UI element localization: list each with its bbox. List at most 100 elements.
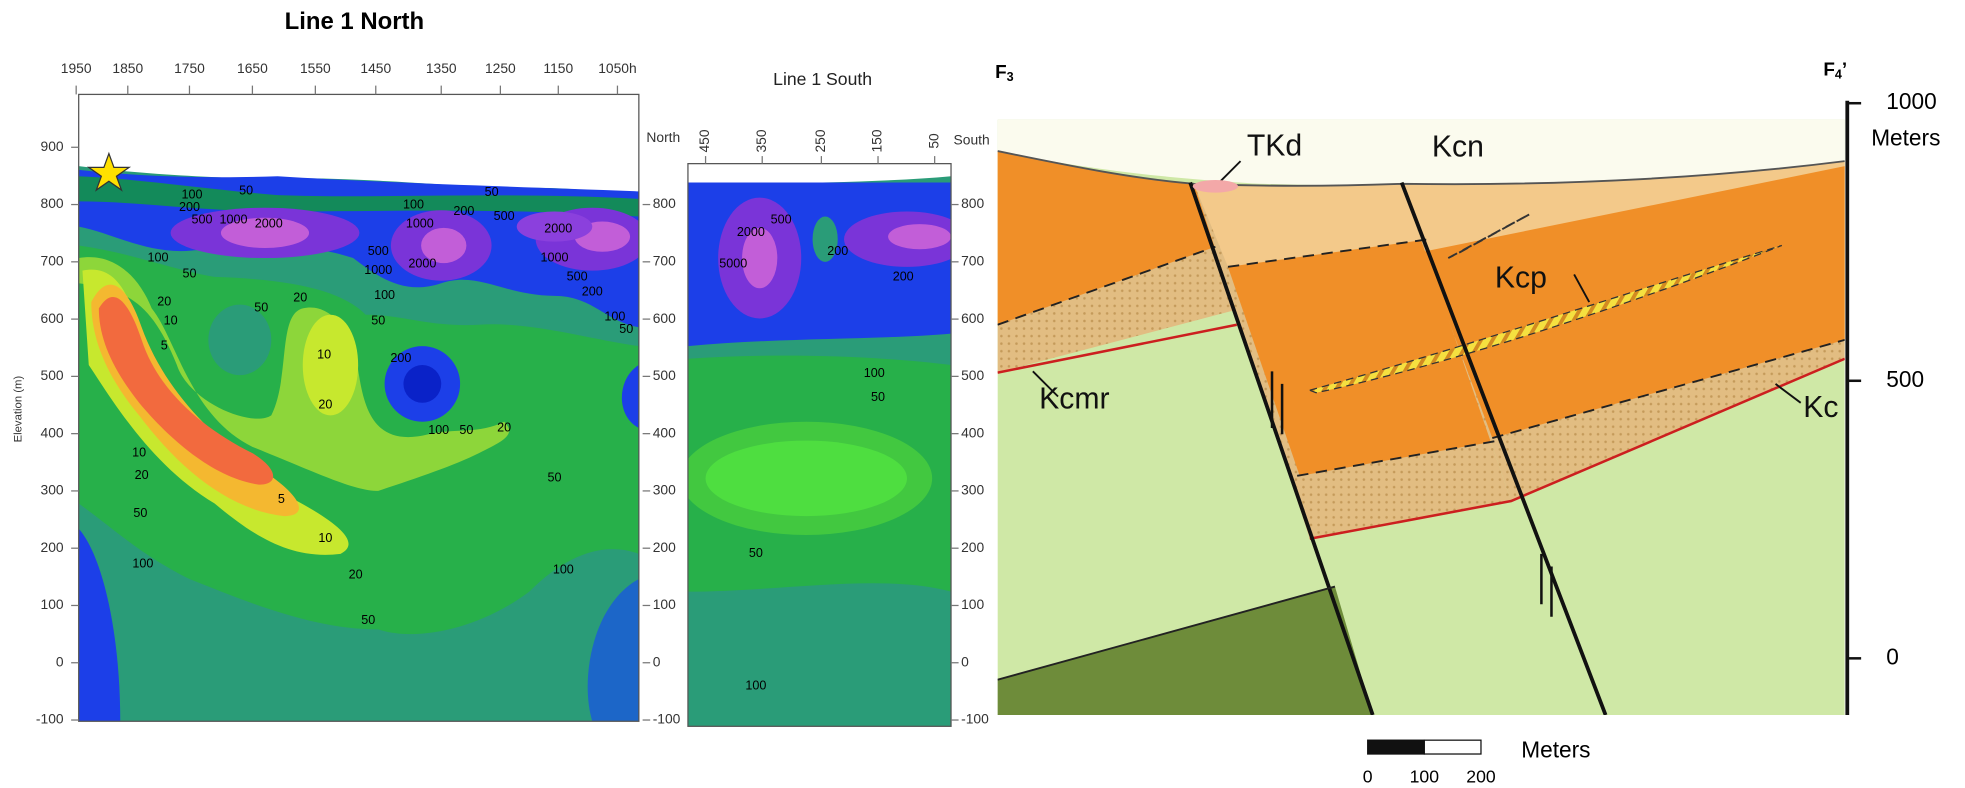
- scale-tick-label: 0: [1886, 643, 1899, 669]
- contour-label: 5: [278, 492, 285, 506]
- contour-label: 1000: [364, 263, 392, 277]
- scale-bar-dark: [1368, 740, 1425, 754]
- top-tick-label: 1950: [61, 60, 92, 76]
- south-contour-map: [680, 164, 970, 727]
- left-tick-label: 700: [41, 252, 64, 268]
- contour-label: 200: [893, 269, 914, 283]
- left-end-label: F3: [995, 62, 1014, 84]
- scale-tick-label: 1000: [1886, 88, 1936, 114]
- right-tick-label: 300: [653, 482, 676, 498]
- contour-label: 10: [132, 445, 146, 459]
- right-tick-label: 500: [961, 367, 984, 383]
- contour-label: 1000: [541, 250, 569, 264]
- left-tick-label: 400: [41, 424, 64, 440]
- right-end-label: F4’: [1823, 59, 1847, 81]
- south-end-label: South: [954, 132, 990, 148]
- top-tick-label: 350: [753, 129, 769, 152]
- contour-label: 20: [318, 398, 332, 412]
- north-contour-map: [79, 94, 649, 721]
- south-title: Line 1 South: [773, 69, 872, 89]
- contour-label: 200: [390, 351, 411, 365]
- geologic-section: [998, 120, 1845, 715]
- top-tick-label: 1250: [485, 60, 516, 76]
- contour-label: 50: [254, 301, 268, 315]
- right-tick-label: 100: [961, 596, 984, 612]
- right-tick-label: 400: [653, 424, 676, 440]
- top-tick-label: 1550: [300, 60, 331, 76]
- top-tick-label: 150: [869, 129, 885, 152]
- contour-label: 50: [548, 471, 562, 485]
- contour-label: 50: [619, 322, 633, 336]
- contour-label: 1000: [220, 213, 248, 227]
- left-tick-label: 0: [56, 653, 64, 669]
- contour-label: 10: [317, 347, 331, 361]
- scale-bar-unit: Meters: [1521, 736, 1590, 762]
- contour-label: 20: [349, 568, 363, 582]
- contour-label: 1000: [406, 216, 434, 230]
- contour-label: 50: [749, 546, 763, 560]
- scale-bar-light: [1424, 740, 1481, 754]
- contour-label: 500: [771, 213, 792, 227]
- unit-label: Kc: [1803, 391, 1838, 424]
- contour-label: 2000: [408, 257, 436, 271]
- contour-label: 100: [745, 678, 766, 692]
- top-tick-label: 1750: [174, 60, 205, 76]
- unit-label: Tru?: [1146, 712, 1207, 745]
- right-tick-label: -100: [961, 711, 989, 727]
- top-tick-label: 450: [696, 129, 712, 152]
- contour-label: 20: [497, 420, 511, 434]
- right-tick-label: 600: [961, 310, 984, 326]
- left-tick-label: 100: [41, 596, 64, 612]
- right-tick-label: -100: [653, 711, 681, 727]
- top-tick-label: 1350: [426, 60, 457, 76]
- contour-label: 2000: [544, 221, 572, 235]
- top-tick-label: 50: [925, 133, 941, 149]
- contour-label: 50: [133, 506, 147, 520]
- left-tick-label: 900: [41, 138, 64, 154]
- unit-label: Kcn: [1432, 131, 1484, 164]
- scale-bar-label: 0: [1363, 767, 1373, 787]
- scale-tick-label: 500: [1886, 366, 1924, 392]
- contour-label: 100: [428, 423, 449, 437]
- contour-label: 100: [374, 288, 395, 302]
- top-tick-label: 250: [812, 129, 828, 152]
- contour-label: 50: [361, 613, 375, 627]
- north-end-label: North: [646, 129, 680, 145]
- contour-label: 50: [485, 185, 499, 199]
- contour-label: 50: [182, 267, 196, 281]
- contour-label: 50: [871, 390, 885, 404]
- contour-label: 50: [459, 423, 473, 437]
- left-tick-label: 200: [41, 539, 64, 555]
- left-tick-label: 500: [41, 367, 64, 383]
- right-tick-label: 800: [653, 195, 676, 211]
- right-tick-label: 700: [961, 252, 984, 268]
- unit-label: Kcp: [1495, 261, 1547, 294]
- contour-label: 100: [403, 198, 424, 212]
- right-tick-label: 800: [961, 195, 984, 211]
- right-tick-label: 100: [653, 596, 676, 612]
- contour-label: 50: [239, 184, 253, 198]
- contour-label: 10: [318, 531, 332, 545]
- contour-label: 50: [371, 313, 385, 327]
- scale-axis-unit: Meters: [1871, 125, 1940, 151]
- contour-label: 500: [368, 244, 389, 258]
- contour-label: 500: [494, 209, 515, 223]
- left-tick-label: -100: [36, 711, 64, 727]
- right-tick-label: 400: [961, 424, 984, 440]
- contour-label: 500: [192, 213, 213, 227]
- unit-label: Kcmr: [1039, 382, 1109, 415]
- right-tick-label: 0: [961, 653, 969, 669]
- right-tick-label: 700: [653, 252, 676, 268]
- contour-label: 5: [161, 338, 168, 352]
- right-tick-label: 600: [653, 310, 676, 326]
- figure: Line 1 North Elevation (m) North Line 1 …: [0, 0, 1965, 788]
- top-tick-label: 1150: [543, 60, 573, 76]
- right-tick-label: 500: [653, 367, 676, 383]
- contour-label: 100: [147, 250, 168, 264]
- top-tick-label: 1450: [360, 60, 391, 76]
- contour-label: 200: [453, 204, 474, 218]
- contour-label: 20: [293, 291, 307, 305]
- contour-label: 500: [567, 269, 588, 283]
- contour-label: 100: [132, 556, 153, 570]
- left-tick-label: 800: [41, 195, 64, 211]
